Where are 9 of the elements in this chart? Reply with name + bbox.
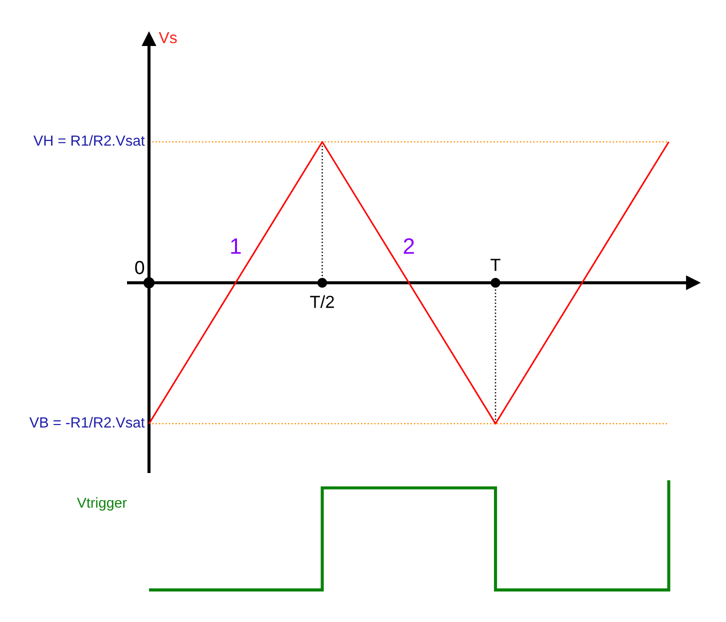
text: 0	[135, 260, 144, 274]
y-axis-title: Vs	[158, 32, 177, 44]
ref-line-label: VB = -R1/R2.Vsat	[29, 416, 145, 428]
annotation: 1	[231, 238, 241, 254]
ref-line-label: VH = R1/R2.Vsat	[33, 135, 145, 146]
x-tick-label: T	[490, 258, 500, 271]
y-axis-title: Vtrigger	[76, 497, 127, 511]
x-tick-label: T/2	[310, 295, 334, 308]
annotation: 2	[404, 238, 414, 254]
